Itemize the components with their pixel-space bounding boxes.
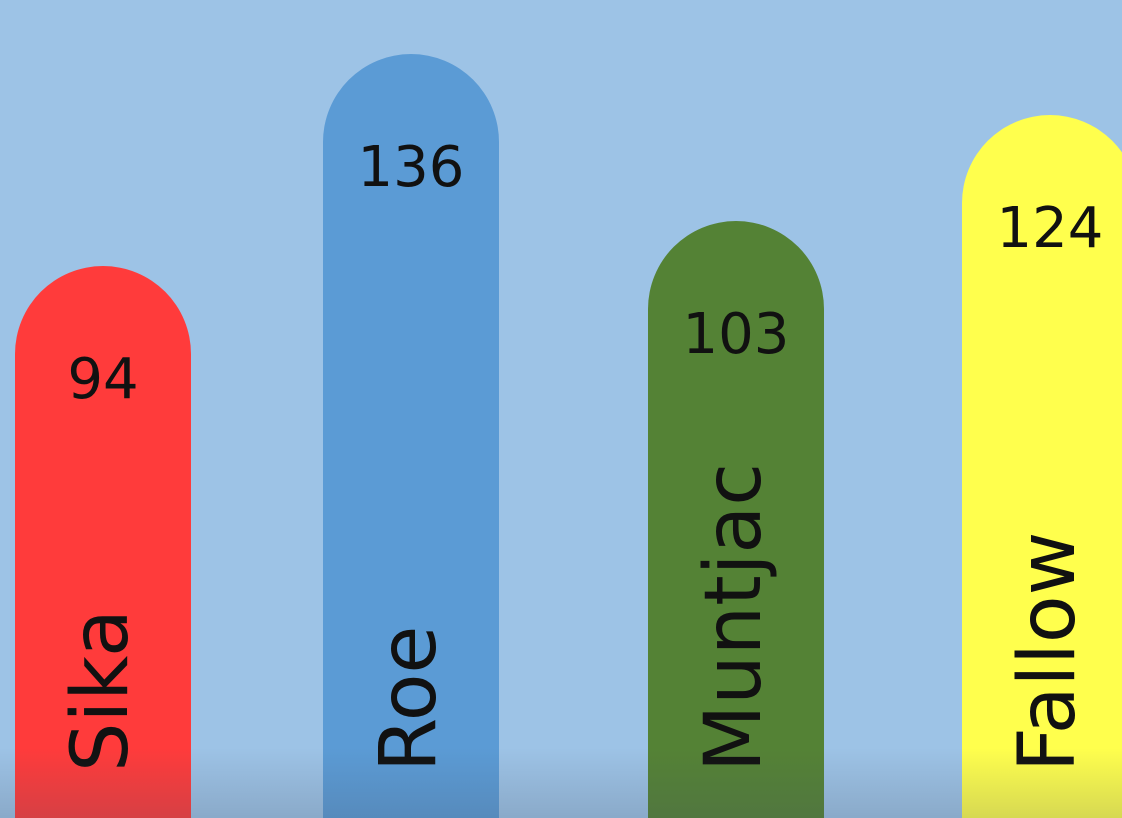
value-label-sika: 94: [67, 347, 138, 412]
bar-group-roe: 136 Roe: [323, 54, 499, 818]
bar-fallow: [962, 115, 1122, 818]
bar-group-muntjac: 103 Muntjac: [648, 221, 824, 818]
value-label-muntjac: 103: [683, 302, 790, 367]
category-label-fallow: Fallow: [1003, 532, 1093, 772]
value-label-roe: 136: [358, 135, 465, 200]
category-label-roe: Roe: [364, 626, 454, 772]
category-label-sika: Sika: [56, 609, 146, 772]
bar-group-fallow: 124 Fallow: [962, 115, 1122, 818]
bar-group-sika: 94 Sika: [15, 266, 191, 818]
bar-roe: [323, 54, 499, 818]
category-label-muntjac: Muntjac: [689, 463, 779, 772]
bar-muntjac: [648, 221, 824, 818]
value-label-fallow: 124: [997, 196, 1104, 261]
bar-sika: [15, 266, 191, 818]
